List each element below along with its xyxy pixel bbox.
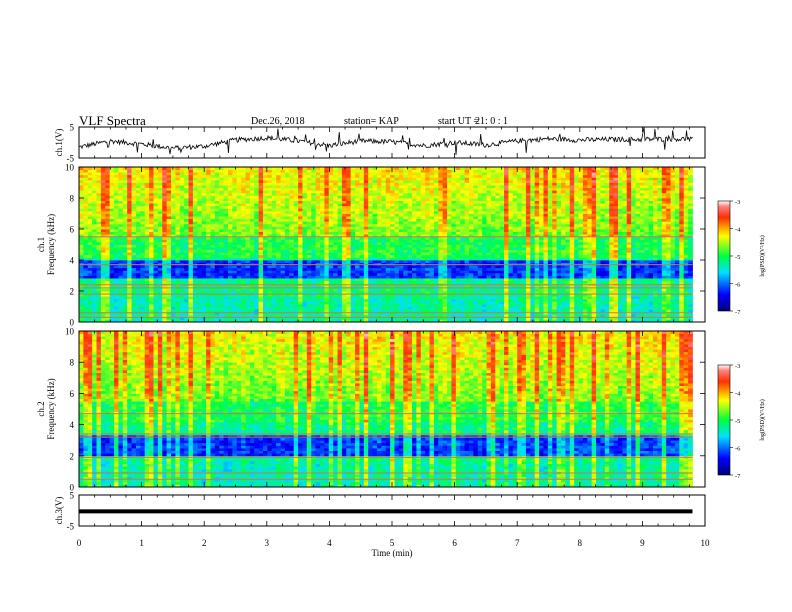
xaxis-label: Time (min) (372, 548, 413, 558)
ch2-spec-ytick-3: 6 (70, 389, 75, 399)
xtick-3: 3 (265, 538, 270, 548)
ch1-spectrogram-panel: 0 2 4 6 8 10 ch.1 Frequency (kHz) (36, 163, 706, 328)
ch3-wave-ytick-0: 5 (70, 491, 75, 501)
time-axis: 0 1 2 3 4 5 6 7 8 9 10 Time (min) (77, 538, 710, 558)
xtick-1: 1 (139, 538, 144, 548)
ch1-colorbar-tick-1: -4 (735, 227, 741, 234)
ch1-colorbar: -3 -4 -5 -6 -7 log(PSD)(V²/Hz) (717, 199, 766, 316)
ch1-spec-ytick-4: 8 (70, 194, 75, 204)
ch3-waveform-ylabel: ch.3(V) (54, 497, 64, 525)
ch1-spec-channel-label: ch.1 (36, 237, 46, 252)
ch1-colorbar-tick-0: -3 (735, 199, 740, 206)
ch2-colorbar: -3 -4 -5 -6 -7 log(PSD)(V²/Hz) (717, 363, 766, 480)
ch1-spec-heatmap (79, 167, 693, 323)
ch1-waveform-panel: 5 -5ch.1(V) (54, 123, 706, 164)
ch1-colorbar-tick-4: -7 (735, 309, 741, 316)
ch1-waveform-ylabel: ch.1(V) (54, 129, 64, 157)
ch2-spec-ytick-4: 8 (70, 358, 75, 368)
xtick-5: 5 (390, 538, 395, 548)
ch2-spectrogram-panel: 0 2 4 6 8 10 ch.2 Frequency (kHz) (36, 327, 706, 493)
xtick-6: 6 (452, 538, 457, 548)
station-label: station= KAP (344, 116, 399, 127)
xtick-9: 9 (640, 538, 645, 548)
start-time-value: 21: 0 : 1 (475, 116, 509, 127)
ch1-colorbar-label: log(PSD)(V²/Hz) (759, 235, 766, 276)
ch1-wave-ytick-1: -5 (67, 154, 75, 164)
ch2-spec-ytick-2: 4 (70, 420, 75, 430)
start-time-label: start UT = (438, 116, 480, 127)
ch2-spec-channel-label: ch.2 (36, 401, 46, 416)
ch1-wave-ytick-0: 5 (70, 123, 75, 133)
ch1-waveform-line (78, 126, 693, 155)
xtick-2: 2 (202, 538, 207, 548)
ch2-colorbar-tick-1: -4 (735, 391, 741, 398)
ch2-colorbar-tick-2: -5 (735, 418, 740, 425)
xtick-8: 8 (578, 538, 583, 548)
ch1-spec-ytick-5: 10 (65, 163, 75, 173)
ch2-colorbar-tick-4: -7 (735, 473, 741, 480)
xtick-7: 7 (515, 538, 520, 548)
xtick-0: 0 (77, 538, 82, 548)
date-label: Dec.26, 2018 (251, 116, 305, 127)
chart-title: VLF Spectra (79, 113, 146, 128)
ch2-spec-ytick-5: 10 (65, 327, 75, 337)
ch1-spec-ytick-2: 4 (70, 256, 75, 266)
ch1-colorbar-gradient (717, 200, 731, 312)
ch2-spec-ylabel: Frequency (kHz) (46, 378, 56, 439)
ch3-wave-ytick-1: -5 (67, 522, 75, 532)
ch3-waveform-panel: 5 -5ch.3(V) (54, 491, 706, 532)
ch2-spec-ytick-0: 0 (70, 483, 75, 493)
ch1-spec-ylabel: Frequency (kHz) (46, 214, 56, 275)
ch2-colorbar-tick-3: -6 (735, 446, 741, 453)
ch2-spec-ytick-1: 2 (70, 451, 75, 461)
ch1-spec-ytick-0: 0 (70, 318, 75, 328)
xtick-4: 4 (327, 538, 332, 548)
ch1-colorbar-tick-3: -6 (735, 282, 741, 289)
ch1-spec-ytick-3: 6 (70, 225, 75, 235)
ch2-colorbar-tick-0: -3 (735, 363, 740, 370)
xtick-10: 10 (701, 538, 711, 548)
ch2-colorbar-label: log(PSD)(V²/Hz) (759, 399, 766, 440)
ch1-spec-ytick-1: 2 (70, 287, 75, 297)
ch1-colorbar-tick-2: -5 (735, 254, 740, 261)
ch2-colorbar-gradient (717, 364, 731, 476)
ch2-spec-heatmap (79, 331, 693, 488)
